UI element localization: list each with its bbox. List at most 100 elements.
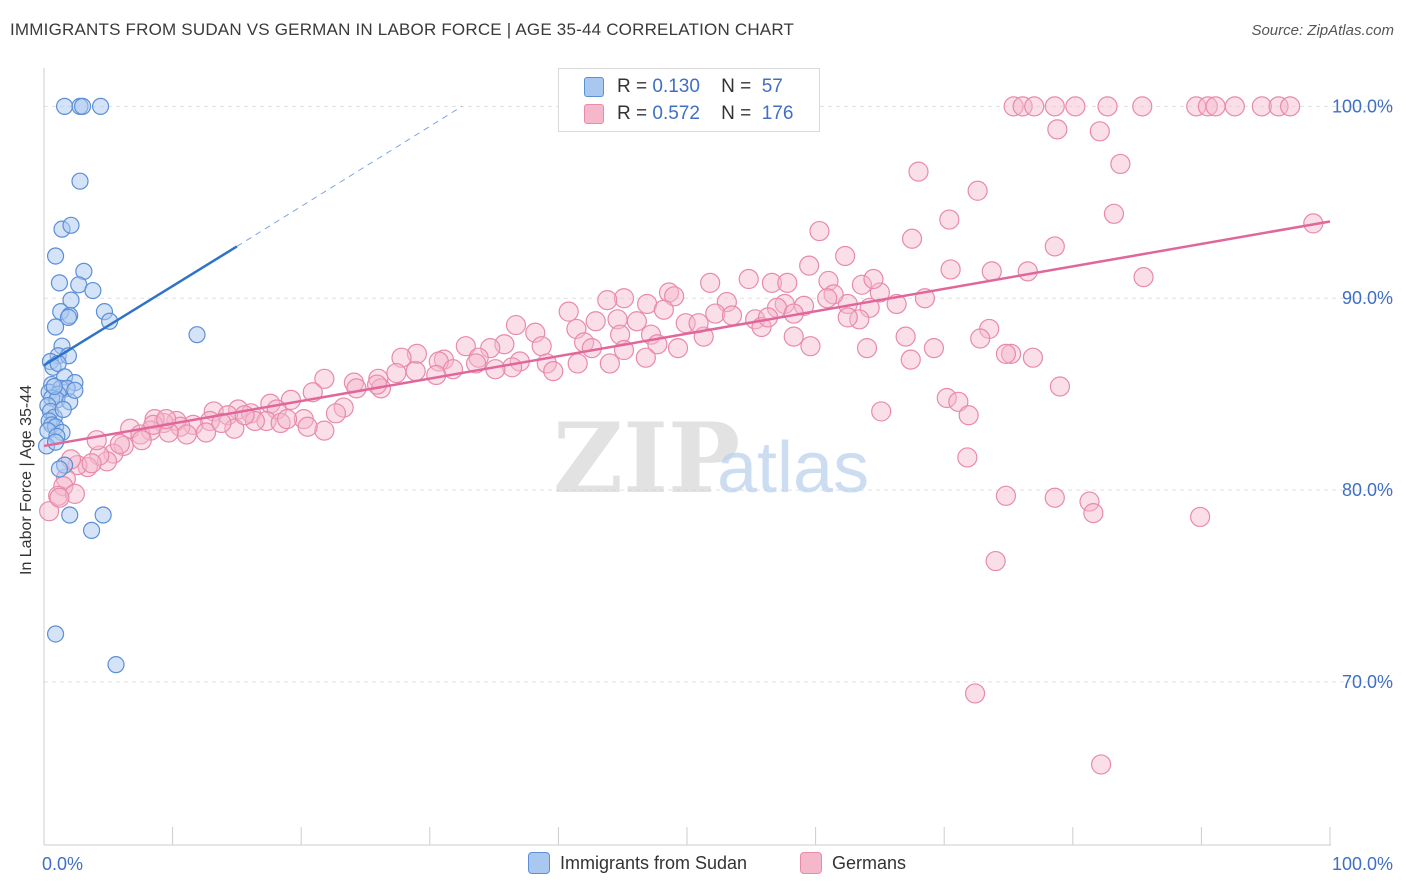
point-germans [325, 403, 347, 424]
point-germans [1044, 96, 1065, 117]
point-germans [270, 412, 291, 434]
point-germans [964, 683, 986, 704]
point-germans [406, 343, 428, 364]
point-germans [405, 361, 426, 382]
point-germans [1000, 343, 1022, 364]
point-germans [637, 293, 658, 315]
point-germans [908, 161, 929, 182]
point-germans [664, 286, 685, 307]
point-germans [465, 353, 487, 374]
point-germans [585, 311, 606, 332]
point-germans [793, 295, 815, 316]
point-germans [314, 420, 335, 441]
point-germans [531, 336, 552, 357]
point-germans [1133, 267, 1154, 288]
point-germans [1012, 96, 1033, 117]
point-germans [923, 338, 945, 359]
chart-title: IMMIGRANTS FROM SUDAN VS GERMAN IN LABOR… [10, 20, 795, 39]
legend-r-value-sudan: 0.130 [652, 76, 700, 97]
watermark-atlas: atlas [717, 428, 869, 508]
point-germans [940, 259, 961, 280]
trendline-germans [43, 220, 1331, 448]
point-germans [314, 368, 335, 389]
point-germans [705, 303, 726, 324]
point-germans [667, 338, 689, 359]
point-germans [276, 408, 298, 430]
point-sudan [82, 521, 101, 539]
point-germans [948, 391, 969, 412]
point-germans [597, 290, 618, 311]
point-germans [985, 550, 1006, 572]
point-germans [297, 416, 318, 437]
point-sudan [94, 506, 112, 524]
point-germans [1251, 96, 1272, 117]
point-sudan [46, 625, 65, 643]
point-germans [738, 268, 759, 290]
point-germans [1017, 261, 1038, 282]
point-germans [1047, 119, 1068, 140]
point-sudan [84, 281, 102, 300]
point-sudan [91, 97, 110, 115]
point-germans [700, 272, 721, 293]
point-germans [426, 364, 447, 386]
point-germans [777, 272, 798, 293]
point-germans [109, 433, 130, 455]
point-germans [1044, 236, 1065, 257]
point-germans [1103, 203, 1125, 224]
legend-swatch-germans [584, 104, 604, 124]
point-sudan [46, 247, 65, 265]
point-germans [721, 305, 743, 326]
point-germans [224, 418, 245, 439]
point-germans [77, 456, 98, 478]
point-germans [761, 272, 782, 293]
point-germans [1110, 153, 1131, 175]
point-germans [391, 347, 412, 368]
legend-swatch-sudan [584, 77, 604, 97]
point-sudan [188, 326, 206, 344]
point-germans [346, 378, 367, 399]
point-germans [1090, 754, 1112, 775]
point-germans [967, 180, 988, 201]
point-germans [81, 453, 102, 474]
bottom-legend-sudan: Immigrants from Sudan [528, 852, 747, 874]
bottom-legend-label-germans: Germans [832, 852, 907, 873]
point-germans [886, 293, 907, 315]
point-germans [1097, 96, 1118, 117]
legend-n-label: N = [721, 76, 752, 97]
point-germans [1044, 487, 1065, 508]
point-germans [895, 326, 916, 347]
point-germans [863, 268, 884, 290]
point-germans [244, 410, 266, 432]
point-germans [901, 228, 923, 249]
point-germans [817, 288, 838, 309]
point-germans [995, 343, 1017, 364]
bottom-legend-germans: Germans [800, 852, 906, 874]
point-germans [995, 485, 1017, 506]
legend-n-label: N = [721, 103, 752, 124]
point-germans [1205, 96, 1226, 117]
point-germans [211, 412, 232, 434]
legend-n-value-germans: 176 [761, 103, 794, 124]
point-germans [613, 288, 635, 309]
point-germans [176, 424, 197, 445]
point-germans [936, 387, 957, 409]
trendline-sudan-extension [236, 105, 463, 247]
point-sudan [71, 172, 89, 190]
point-sudan [107, 656, 125, 674]
point-germans [626, 311, 647, 332]
point-germans [525, 322, 546, 343]
point-germans [869, 282, 891, 303]
point-germans [900, 349, 921, 370]
point-sudan [54, 400, 72, 419]
point-germans [455, 336, 476, 357]
point-germans [567, 353, 588, 374]
point-germans [835, 245, 856, 267]
y-tick-label: 70.0% [1342, 672, 1393, 692]
legend-n-value-sudan: 57 [761, 76, 783, 97]
point-germans [823, 284, 844, 305]
watermark-zip: ZIP [553, 402, 740, 515]
point-sudan [45, 377, 63, 396]
point-germans [502, 357, 523, 378]
y-tick-label: 80.0% [1342, 480, 1393, 500]
